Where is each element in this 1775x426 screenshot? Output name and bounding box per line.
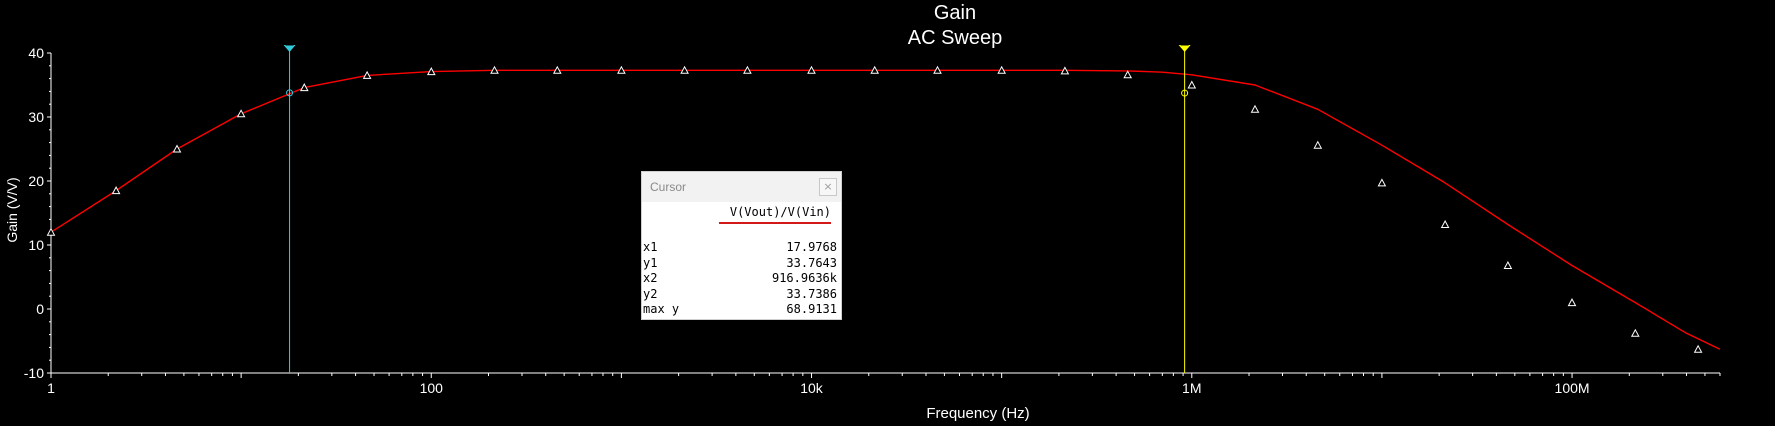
x-tick-label: 10k: [800, 380, 824, 396]
data-point-marker: [172, 144, 182, 153]
series-layer: [46, 65, 1721, 353]
series-color-underline: [719, 222, 831, 224]
data-point-marker: [933, 65, 942, 74]
data-point-marker: [680, 65, 689, 74]
data-point-marker: [362, 70, 372, 79]
data-point-marker: [807, 65, 816, 74]
cursor-panel[interactable]: Cursor × V(Vout)/V(Vin) x1 17.9768 y1 33.7…: [641, 171, 842, 320]
x-axis-label: Frequency (Hz): [926, 405, 1029, 422]
cursor-row-max-y: max y 68.9131: [643, 302, 837, 316]
data-point-marker: [1377, 178, 1387, 187]
data-point-marker: [1440, 219, 1450, 228]
data-point-marker: [426, 67, 436, 76]
x-tick-label: 1M: [1182, 380, 1201, 396]
data-point-marker: [1567, 298, 1577, 307]
data-point-marker: [743, 65, 752, 74]
data-point-marker: [617, 65, 626, 74]
cursor-intersection-marker: [286, 89, 294, 97]
chart-title: Gain: [934, 2, 976, 24]
x-tick-label: 1: [47, 380, 55, 396]
y-tick-label: 20: [28, 173, 44, 189]
data-point-marker: [1503, 260, 1513, 269]
data-point-marker: [1313, 140, 1323, 149]
data-point-marker: [111, 186, 121, 195]
data-point-marker: [46, 227, 56, 236]
y-tick-label: 10: [28, 237, 44, 253]
x-tick-label: 100: [420, 380, 444, 396]
data-point-marker: [1123, 70, 1133, 79]
cursor-intersection-marker: [1181, 89, 1189, 97]
cursor-row-x1: x1 17.9768: [643, 240, 837, 254]
data-point-marker: [1250, 104, 1260, 113]
y-axis-label: Gain (V/V): [4, 177, 20, 242]
data-point-marker: [490, 65, 499, 74]
data-point-marker: [552, 65, 562, 74]
data-point-marker: [1060, 66, 1070, 75]
chart-subtitle: AC Sweep: [908, 27, 1003, 49]
y-tick-label: 30: [28, 109, 44, 125]
data-point-marker: [870, 65, 880, 74]
cursor-panel-title: Cursor: [650, 180, 687, 194]
cursor-readout-rows: x1 17.9768 y1 33.7643 x2 916.9636k y2 33.738…: [642, 240, 841, 318]
cursor-row-y1: y1 33.7643: [643, 255, 837, 270]
gain-curve: [50, 69, 1721, 350]
y-tick-label: 40: [28, 45, 44, 61]
x-tick-label: 100M: [1555, 380, 1590, 396]
y-tick-label: -10: [24, 365, 44, 381]
cursor-column-header: V(Vout)/V(Vin): [729, 205, 831, 219]
cursor-row-y2: y2 33.7386: [643, 286, 837, 301]
cursor-layer[interactable]: [283, 44, 1191, 373]
cursor-handle[interactable]: [283, 45, 296, 52]
close-icon[interactable]: ×: [819, 178, 837, 196]
data-point-marker: [299, 83, 309, 92]
data-point-marker: [1187, 80, 1197, 89]
cursor-panel-header[interactable]: Cursor ×: [642, 172, 841, 202]
y-tick-label: 0: [36, 301, 44, 317]
data-point-marker: [1630, 328, 1640, 337]
cursor-row-x2: x2 916.9636k: [643, 271, 837, 285]
cursor-handle[interactable]: [1178, 45, 1191, 52]
data-point-marker: [1693, 344, 1703, 353]
data-point-marker: [997, 65, 1007, 74]
data-point-marker: [236, 109, 246, 118]
